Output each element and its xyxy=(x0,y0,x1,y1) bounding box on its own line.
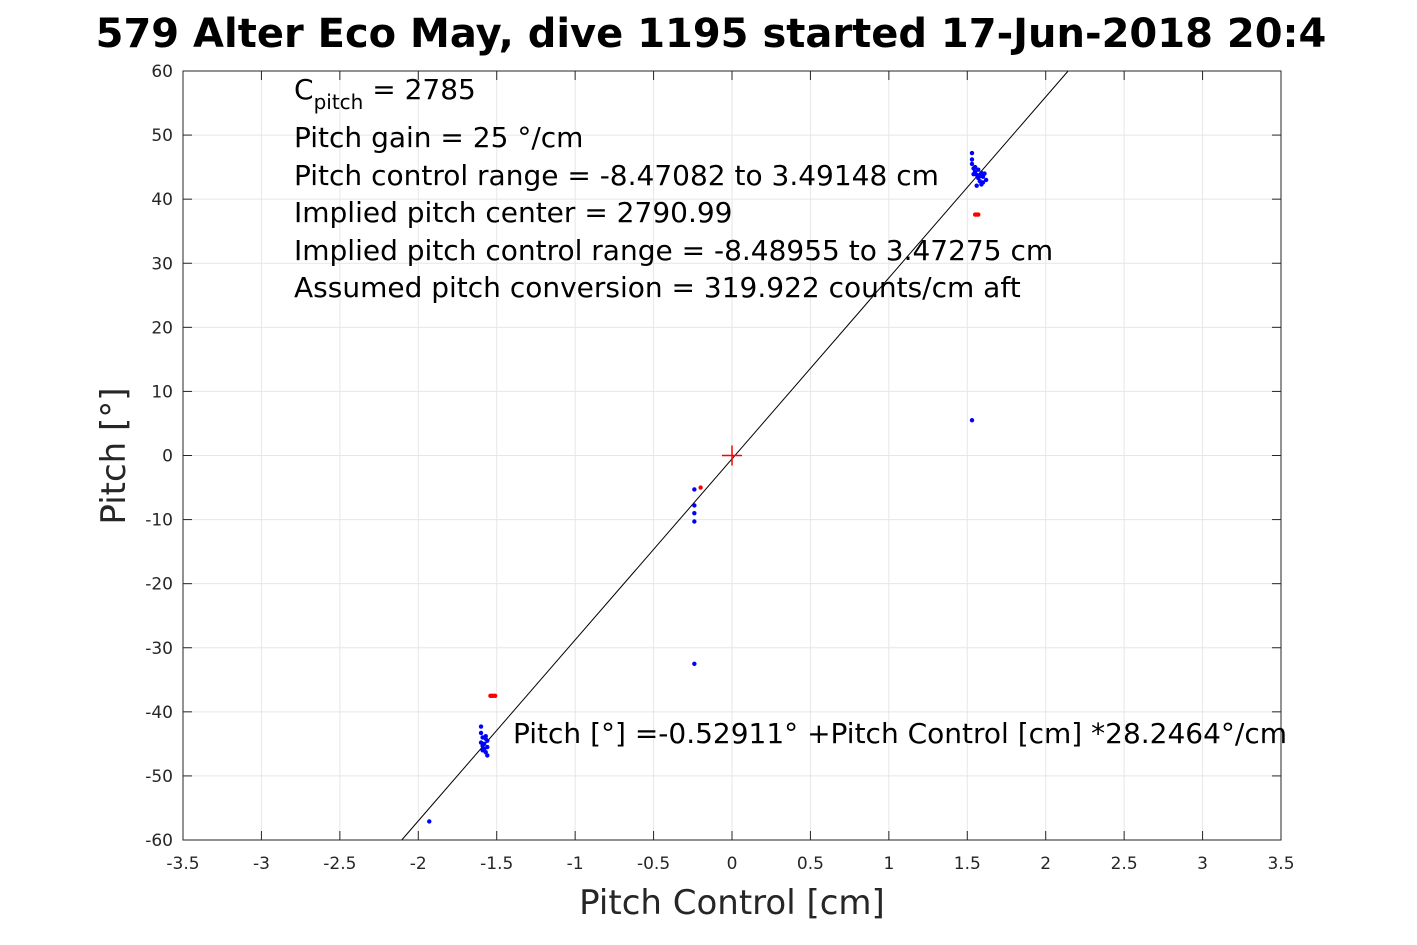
info-annotations: Cpitch = 2785 Pitch gain = 25 °/cm Pitch… xyxy=(294,73,1287,750)
blue-data-point xyxy=(977,173,983,179)
pitch-control-range-annotation: Pitch control range = -8.47082 to 3.4914… xyxy=(294,159,939,192)
blue-data-point xyxy=(692,510,697,516)
y-tick-label: -40 xyxy=(145,703,173,723)
blue-data-point xyxy=(692,503,697,508)
x-tick-label: 0 xyxy=(727,854,738,874)
y-tick-label: -50 xyxy=(145,767,173,787)
x-tick-label: -3 xyxy=(253,854,270,874)
x-tick-label: -1.5 xyxy=(480,854,513,874)
x-tick-label: -1 xyxy=(567,854,584,874)
x-tick-label: -0.5 xyxy=(637,854,670,874)
y-tick-label: 40 xyxy=(151,190,173,210)
fit-equation-annotation: Pitch [°] =-0.52911° +Pitch Control [cm]… xyxy=(513,717,1287,750)
tick-marks xyxy=(182,70,1282,841)
y-tick-label: -30 xyxy=(145,639,173,659)
cpitch-annotation: Cpitch = 2785 xyxy=(294,73,476,114)
y-tick-label: 10 xyxy=(151,382,173,402)
blue-data-point xyxy=(485,753,490,758)
blue-data-point xyxy=(969,418,975,423)
chart-title: 579 Alter Eco May, dive 1195 started 17-… xyxy=(96,11,1327,57)
cpitch-value: = 2785 xyxy=(363,73,476,106)
red-data-point xyxy=(698,485,703,490)
center-marker-group xyxy=(722,445,742,466)
x-tick-label: 1 xyxy=(883,854,894,874)
x-tick-label: 2 xyxy=(1040,854,1051,874)
blue-data-point xyxy=(969,157,975,162)
blue-data-point xyxy=(692,487,697,492)
blue-data-point xyxy=(969,161,975,167)
cpitch-subscript: pitch xyxy=(314,90,364,114)
y-tick-label: -20 xyxy=(145,575,173,595)
blue-data-point xyxy=(980,180,986,185)
blue-data-point xyxy=(427,819,432,824)
x-tick-label: -2 xyxy=(410,854,427,874)
pitch-gain-annotation: Pitch gain = 25 °/cm xyxy=(294,121,583,154)
x-tick-labels: -3.5 -3 -2.5 -2 -1.5 -1 -0.5 0 0.5 1 1.5 2 2.5 3 3.5 xyxy=(166,854,1294,874)
blue-data-point xyxy=(478,730,484,736)
implied-range-annotation: Implied pitch control range = -8.48955 t… xyxy=(294,234,1053,267)
blue-data-point xyxy=(692,661,697,666)
blue-data-point xyxy=(974,183,979,188)
y-tick-label: 50 xyxy=(151,126,173,146)
blue-data-point xyxy=(483,736,488,741)
y-tick-label: 60 xyxy=(151,62,173,82)
x-tick-label: 0.5 xyxy=(797,854,824,874)
blue-data-point xyxy=(969,150,975,156)
y-axis-label: Pitch [°] xyxy=(94,387,134,524)
x-tick-label: 1.5 xyxy=(954,854,981,874)
x-tick-label: 2.5 xyxy=(1111,854,1138,874)
y-tick-label: 0 xyxy=(162,447,173,467)
blue-data-point xyxy=(976,167,981,172)
blue-data-point xyxy=(972,164,978,170)
x-axis-label: Pitch Control [cm] xyxy=(579,883,885,923)
blue-data-point xyxy=(692,519,697,524)
plot-area xyxy=(182,70,1282,841)
y-tick-label: -10 xyxy=(145,511,173,531)
y-tick-label: -60 xyxy=(145,831,173,851)
blue-data-point xyxy=(478,724,484,729)
x-tick-label: -3.5 xyxy=(166,854,199,874)
x-tick-label: -2.5 xyxy=(323,854,356,874)
x-tick-label: 3 xyxy=(1197,854,1208,874)
red-data-point xyxy=(492,693,498,699)
y-tick-label: 30 xyxy=(151,254,173,274)
y-tick-label: 20 xyxy=(151,318,173,338)
blue-data-point xyxy=(485,744,490,750)
y-tick-labels: -60 -50 -40 -30 -20 -10 0 10 20 30 40 50 60 xyxy=(145,62,173,851)
red-data-point xyxy=(976,212,981,217)
blue-data-point xyxy=(481,741,487,747)
data-points xyxy=(427,150,989,824)
conversion-annotation: Assumed pitch conversion = 319.922 count… xyxy=(294,271,1021,304)
blue-data-point xyxy=(983,177,989,183)
implied-center-annotation: Implied pitch center = 2790.99 xyxy=(294,196,732,229)
x-tick-label: 3.5 xyxy=(1267,854,1294,874)
blue-data-point xyxy=(971,171,976,177)
cpitch-symbol: C xyxy=(294,73,314,106)
blue-data-point xyxy=(480,748,485,753)
